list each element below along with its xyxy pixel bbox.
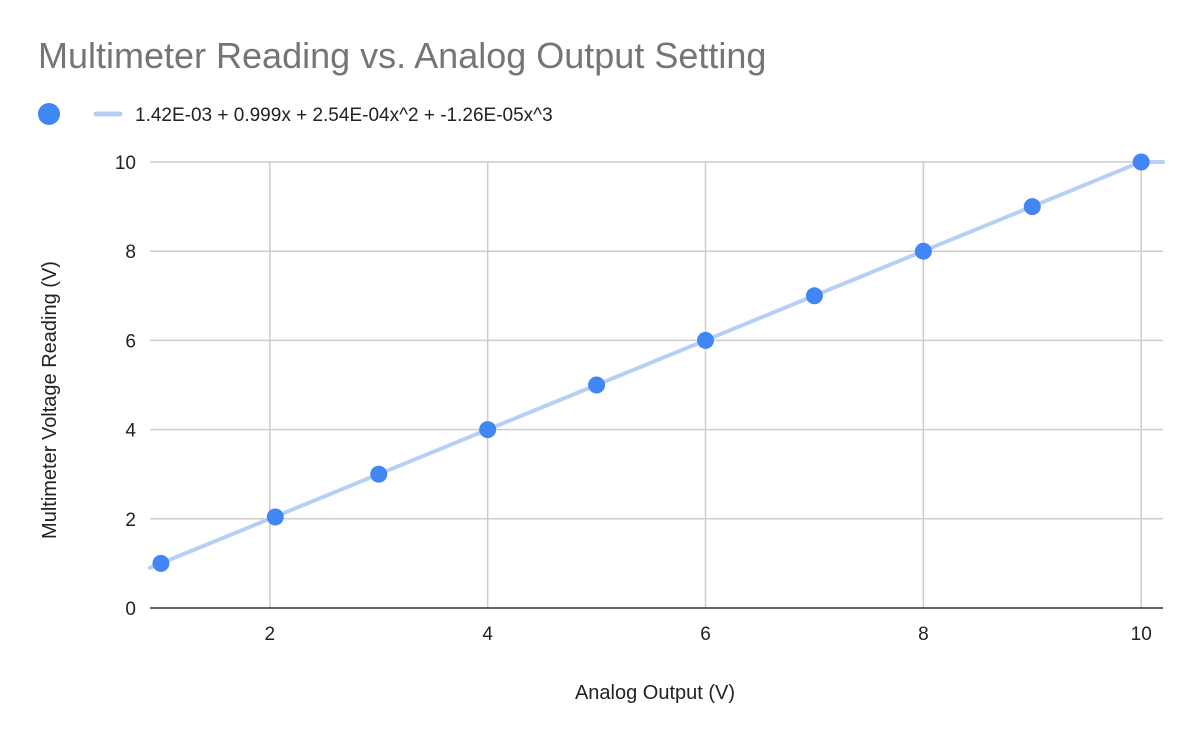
data-point — [805, 287, 823, 305]
y-tick-label: 0 — [125, 599, 136, 620]
gridlines — [150, 161, 1163, 609]
y-tick-label: 8 — [125, 242, 136, 263]
x-tick-label: 2 — [265, 624, 276, 645]
data-point — [1132, 153, 1150, 171]
y-tick-label: 6 — [125, 331, 136, 352]
y-tick-label: 10 — [115, 153, 136, 174]
x-tick-label: 8 — [918, 624, 929, 645]
data-point — [152, 554, 170, 572]
trendline-layer — [148, 160, 1165, 570]
x-tick-label: 6 — [700, 624, 711, 645]
data-point — [914, 242, 932, 260]
x-tick-label: 4 — [482, 624, 493, 645]
legend-marker-series — [38, 103, 60, 125]
data-point — [697, 331, 715, 349]
legend-label-trendline: 1.42E-03 + 0.999x + 2.54E-04x^2 + -1.26E… — [135, 105, 553, 126]
x-axis-label: Analog Output (V) — [575, 682, 735, 704]
y-tick-label: 2 — [125, 510, 136, 531]
data-point — [588, 376, 606, 394]
tick-labels: 0 2 4 6 8 10 2 4 6 8 10 — [115, 153, 1152, 645]
chart-title: Multimeter Reading vs. Analog Output Set… — [38, 35, 766, 76]
legend: 1.42E-03 + 0.999x + 2.54E-04x^2 + -1.26E… — [38, 103, 553, 126]
data-point — [479, 421, 497, 439]
data-point — [266, 508, 284, 526]
x-tick-label: 10 — [1131, 624, 1152, 645]
y-tick-label: 4 — [125, 421, 136, 442]
data-point — [1023, 198, 1041, 216]
data-point — [370, 465, 388, 483]
data-points — [152, 153, 1150, 572]
trendline — [148, 160, 1165, 570]
y-axis-label: Multimeter Voltage Reading (V) — [39, 261, 61, 539]
